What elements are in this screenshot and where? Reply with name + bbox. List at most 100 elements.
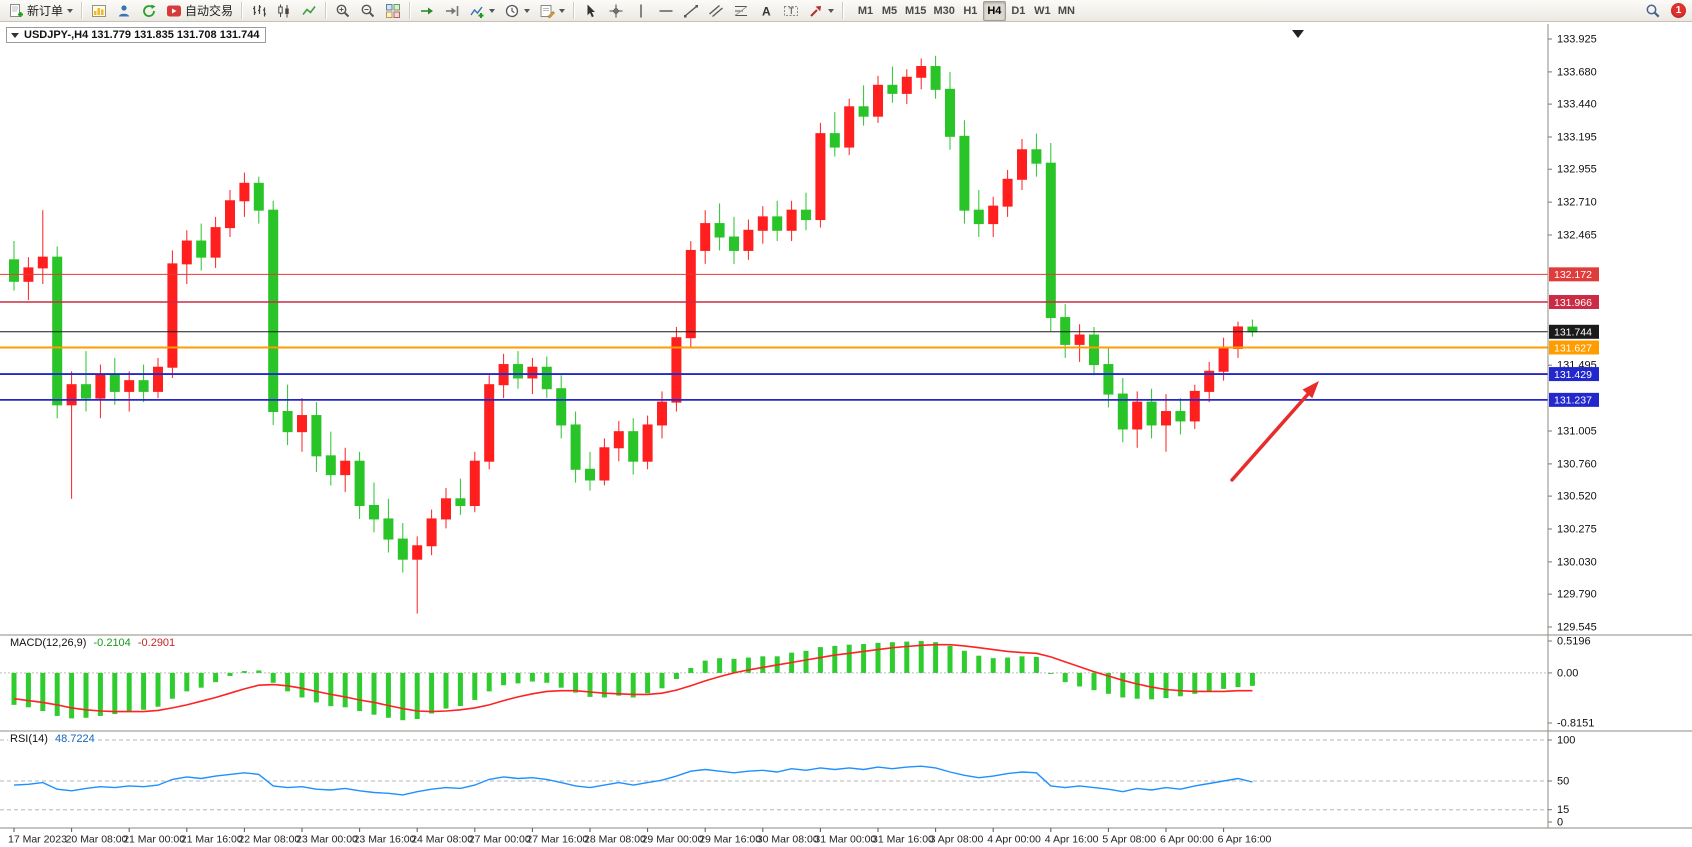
new-order-icon — [10, 3, 23, 17]
horizontal-line-button[interactable] — [654, 1, 678, 21]
candlestick-type-button[interactable] — [272, 1, 296, 21]
pane-separators[interactable] — [0, 634, 1692, 830]
fibonacci-button[interactable] — [729, 1, 753, 21]
horizontal-line-objects[interactable] — [0, 273, 1548, 401]
profiles-button[interactable] — [112, 1, 136, 21]
search-icon — [1646, 4, 1660, 17]
candles-layer — [9, 55, 1258, 614]
channel-button[interactable] — [704, 1, 728, 21]
toolbar-separator — [81, 2, 84, 19]
arrow-object-icon — [810, 5, 822, 17]
collapse-ohlc-icon — [11, 32, 19, 38]
toolbar-separator — [409, 2, 412, 19]
chevron-down-icon — [489, 8, 496, 13]
svg-text:23 Mar 16:00: 23 Mar 16:00 — [354, 834, 416, 846]
cursor-button[interactable] — [579, 1, 603, 21]
chevron-down-icon — [524, 8, 531, 13]
toolbar-separator — [241, 2, 244, 19]
trend-arrow-annotation[interactable] — [1230, 381, 1319, 482]
timeframe-m5-button[interactable]: M5 — [878, 1, 901, 21]
tile-windows-button[interactable] — [381, 1, 405, 21]
timeframe-m15-button[interactable]: M15 — [902, 1, 929, 21]
svg-text:21 Mar 00:00: 21 Mar 00:00 — [123, 834, 185, 846]
timeframe-mn-button[interactable]: MN — [1055, 1, 1078, 21]
trendline-button[interactable] — [679, 1, 703, 21]
bar-chart-type-button[interactable] — [247, 1, 271, 21]
new-order-label: 新订单 — [27, 4, 64, 18]
refresh-circle-icon — [143, 4, 156, 17]
chart-shift-button[interactable] — [440, 1, 464, 21]
bar-chart-window-icon — [92, 4, 107, 17]
timeframe-h1-button[interactable]: H1 — [959, 1, 982, 21]
new-chart-button[interactable] — [87, 1, 111, 21]
line-chart-type-button[interactable] — [297, 1, 321, 21]
svg-text:-0.8151: -0.8151 — [1557, 718, 1594, 730]
timeframe-m30-button[interactable]: M30 — [930, 1, 957, 21]
toolbar-right-group: 1 — [1641, 1, 1688, 21]
cursor-pointer-icon — [587, 4, 596, 17]
svg-text:100: 100 — [1557, 735, 1575, 747]
ohlc-bars-icon — [253, 4, 267, 16]
toolbar-separator — [842, 2, 845, 19]
chart-shift-marker[interactable] — [1292, 30, 1304, 38]
chevron-down-icon — [828, 8, 835, 13]
arrows-button[interactable] — [804, 1, 838, 21]
timeframe-w1-button[interactable]: W1 — [1031, 1, 1054, 21]
auto-scroll-button[interactable] — [415, 1, 439, 21]
svg-text:131.966: 131.966 — [1554, 297, 1592, 309]
market-watch-button[interactable] — [137, 1, 161, 21]
svg-text:22 Mar 08:00: 22 Mar 08:00 — [238, 834, 300, 846]
macd-main-value: -0.2104 — [93, 637, 131, 649]
svg-text:30 Mar 08:00: 30 Mar 08:00 — [757, 834, 819, 846]
auto-trading-button[interactable]: 自动交易 — [162, 1, 237, 21]
vertical-line-button[interactable] — [629, 1, 653, 21]
svg-text:0: 0 — [1557, 817, 1563, 829]
svg-text:132.955: 132.955 — [1557, 164, 1597, 176]
svg-text:133.440: 133.440 — [1557, 99, 1597, 111]
svg-text:29 Mar 00:00: 29 Mar 00:00 — [642, 834, 704, 846]
line-chart-icon — [302, 5, 316, 15]
rsi-value: 48.7224 — [54, 733, 95, 745]
chart-title-overlay[interactable]: USDJPY-,H4 131.779 131.835 131.708 131.7… — [6, 27, 267, 43]
svg-text:50: 50 — [1557, 776, 1569, 788]
svg-text:132.172: 132.172 — [1554, 269, 1592, 281]
timeframe-m1-button[interactable]: M1 — [854, 1, 877, 21]
zoom-in-button[interactable] — [331, 1, 355, 21]
crosshair-button[interactable] — [604, 1, 628, 21]
notification-badge[interactable]: 1 — [1671, 3, 1686, 18]
indicators-button[interactable] — [465, 1, 499, 21]
timeframe-group: M1 M5 M15 M30 H1 H4 D1 W1 MN — [854, 0, 1078, 21]
rsi-name: RSI(14) — [10, 733, 48, 745]
template-pencil-icon — [540, 4, 555, 18]
svg-text:133.925: 133.925 — [1557, 34, 1597, 46]
crosshair-icon — [609, 4, 623, 17]
svg-text:131.744: 131.744 — [1554, 327, 1592, 339]
price-axis[interactable]: 133.925 133.680 133.440 133.195 132.955 132.7… — [1547, 24, 1599, 828]
templates-button[interactable] — [535, 1, 569, 21]
svg-text:29 Mar 16:00: 29 Mar 16:00 — [699, 834, 761, 846]
auto-trading-icon — [167, 5, 182, 16]
svg-text:4 Apr 00:00: 4 Apr 00:00 — [987, 834, 1041, 846]
periods-button[interactable] — [500, 1, 534, 21]
equidistant-channel-icon — [709, 4, 723, 17]
macd-name: MACD(12,26,9) — [10, 637, 87, 649]
timeframe-h4-button[interactable]: H4 — [982, 0, 1006, 21]
profile-person-icon — [119, 4, 130, 16]
zoom-out-icon — [361, 4, 375, 17]
text-button[interactable]: A — [754, 1, 778, 21]
zoom-out-button[interactable] — [356, 1, 380, 21]
auto-scroll-icon — [421, 7, 434, 14]
svg-text:133.680: 133.680 — [1557, 66, 1597, 78]
price-label-box-131.429 — [1549, 367, 1599, 382]
search-button[interactable] — [1641, 1, 1665, 21]
new-order-button[interactable]: 新订单 — [4, 1, 77, 21]
svg-text:0.5196: 0.5196 — [1557, 636, 1591, 648]
zoom-in-icon — [336, 4, 350, 17]
text-label-button[interactable]: T — [779, 1, 803, 21]
svg-text:129.790: 129.790 — [1557, 589, 1597, 601]
svg-text:3 Apr 08:00: 3 Apr 08:00 — [930, 834, 984, 846]
text-label-icon: T — [784, 5, 799, 16]
timeframe-d1-button[interactable]: D1 — [1007, 1, 1030, 21]
